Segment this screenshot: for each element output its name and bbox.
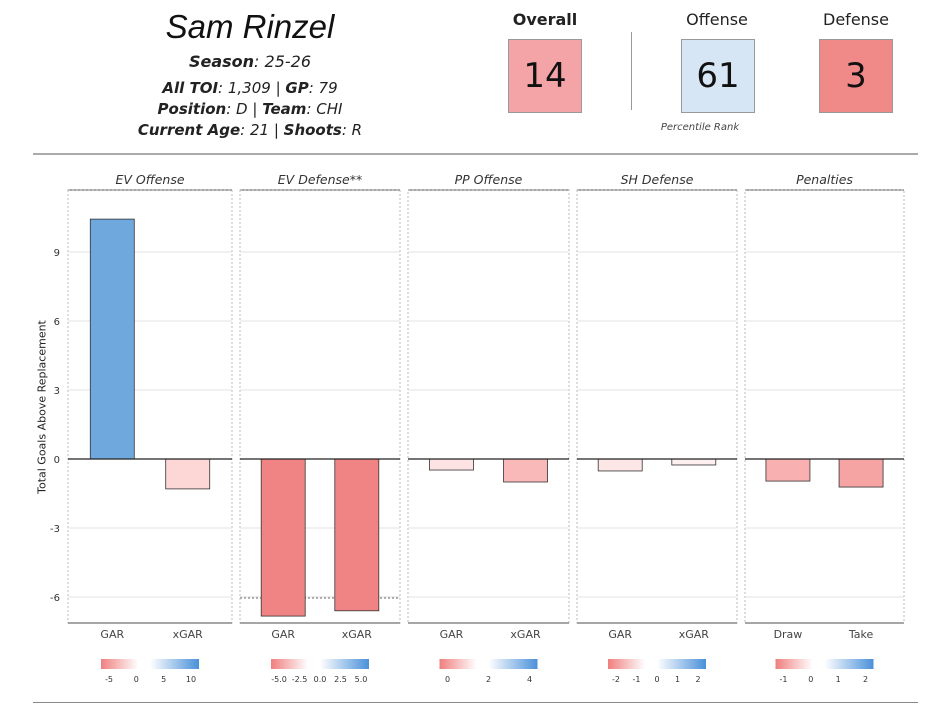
position-label: Position bbox=[157, 100, 227, 118]
legend-tick-label: 2 bbox=[486, 675, 491, 684]
bar-gar bbox=[89, 218, 135, 460]
bar-gar bbox=[597, 458, 643, 472]
legend-tick-label: 0 bbox=[808, 675, 813, 684]
bar-take bbox=[838, 458, 884, 488]
x-tick-label: xGAR bbox=[173, 628, 204, 641]
toi-value: 1,309 bbox=[227, 79, 271, 97]
bar-xgar bbox=[503, 458, 548, 483]
color-legend-bar bbox=[439, 659, 538, 669]
panel-title: PP Offense bbox=[455, 172, 523, 187]
x-tick-label: GAR bbox=[271, 628, 295, 641]
bar-xgar bbox=[165, 458, 211, 490]
y-tick-label: 6 bbox=[54, 317, 60, 328]
legend-tick-label: -2.5 bbox=[292, 675, 308, 684]
legend-tick-label: 10 bbox=[186, 675, 196, 684]
y-tick-label: 0 bbox=[54, 455, 60, 466]
season-label: Season bbox=[188, 52, 255, 71]
age-line: Current Age: 21 | Shoots: R bbox=[137, 121, 363, 139]
legend-tick-label: 0.0 bbox=[314, 675, 327, 684]
x-tick-label: GAR bbox=[440, 628, 464, 641]
overall-rank-box: 14 bbox=[508, 39, 582, 113]
panel-frame bbox=[576, 189, 738, 624]
x-tick-label: xGAR bbox=[342, 628, 373, 641]
legend-tick-label: 4 bbox=[527, 675, 532, 684]
legend-tick-label: -5 bbox=[105, 675, 113, 684]
age-value: 21 bbox=[249, 121, 270, 139]
season-line: Season: 25-26 bbox=[188, 52, 312, 71]
offense-label: Offense bbox=[686, 10, 748, 29]
overall-label: Overall bbox=[512, 10, 578, 29]
legend-tick-label: 0 bbox=[134, 675, 139, 684]
header-divider bbox=[33, 153, 918, 155]
panel-frame bbox=[407, 189, 570, 624]
legend-tick-label: 1 bbox=[836, 675, 841, 684]
bar-gar bbox=[260, 458, 306, 617]
age-label: Current Age bbox=[137, 121, 241, 139]
x-tick-label: GAR bbox=[608, 628, 632, 641]
bar-draw bbox=[765, 458, 811, 482]
bar-xgar bbox=[334, 458, 380, 612]
legend-tick-label: -2 bbox=[612, 675, 620, 684]
legend-tick-label: 0 bbox=[445, 675, 450, 684]
x-tick-label: Draw bbox=[774, 628, 803, 641]
panel-title: SH Defense bbox=[621, 172, 694, 187]
footer-divider bbox=[33, 702, 918, 703]
color-legend-bar bbox=[608, 659, 706, 669]
team-label: Team bbox=[262, 100, 307, 118]
x-tick-label: xGAR bbox=[510, 628, 541, 641]
legend-tick-label: -1 bbox=[633, 675, 641, 684]
legend-tick-label: 1 bbox=[675, 675, 680, 684]
x-tick-label: xGAR bbox=[679, 628, 710, 641]
panel-title: EV Defense** bbox=[278, 172, 362, 187]
position-line: Position: D | Team: CHI bbox=[157, 100, 343, 118]
panel-title: Penalties bbox=[796, 172, 853, 187]
panel-frame bbox=[744, 189, 905, 624]
defense-rank-box: 3 bbox=[819, 39, 893, 113]
color-legend-bar bbox=[101, 659, 199, 669]
y-tick-label: -3 bbox=[50, 524, 60, 535]
legend-tick-label: -1 bbox=[780, 675, 788, 684]
player-name: Sam Rinzel bbox=[165, 8, 335, 45]
team-value: CHI bbox=[316, 100, 343, 118]
bar-gar bbox=[429, 458, 474, 471]
legend-tick-label: 2 bbox=[695, 675, 700, 684]
color-legend-bar bbox=[271, 659, 369, 669]
legend-tick-label: -5.0 bbox=[271, 675, 287, 684]
panel-frame bbox=[67, 189, 233, 624]
y-tick-label: 3 bbox=[54, 386, 60, 397]
bar-xgar bbox=[671, 458, 717, 466]
gp-label: GP bbox=[285, 79, 309, 97]
percentile-rank-caption: Percentile Rank bbox=[660, 122, 740, 133]
position-value: D bbox=[236, 100, 248, 118]
y-tick-label: 9 bbox=[54, 248, 60, 259]
offense-rank-box: 61 bbox=[681, 39, 755, 113]
legend-tick-label: 5 bbox=[161, 675, 166, 684]
panel-title: EV Offense bbox=[115, 172, 184, 187]
legend-tick-label: 2 bbox=[863, 675, 868, 684]
gp-value: 79 bbox=[318, 79, 338, 97]
shoots-label: Shoots bbox=[283, 121, 342, 139]
legend-tick-label: 5.0 bbox=[355, 675, 368, 684]
rank-divider bbox=[631, 32, 632, 110]
legend-tick-label: 2.5 bbox=[334, 675, 347, 684]
defense-label: Defense bbox=[823, 10, 889, 29]
x-tick-label: Take bbox=[848, 628, 874, 641]
x-tick-label: GAR bbox=[100, 628, 124, 641]
shoots-value: R bbox=[351, 121, 363, 139]
color-legend-bar bbox=[775, 659, 874, 669]
toi-line: All TOI: 1,309 | GP: 79 bbox=[162, 79, 338, 97]
legend-tick-label: 0 bbox=[654, 675, 659, 684]
y-tick-label: -6 bbox=[50, 593, 60, 604]
season-value: 25-26 bbox=[264, 52, 312, 71]
toi-label: All TOI bbox=[162, 79, 219, 97]
